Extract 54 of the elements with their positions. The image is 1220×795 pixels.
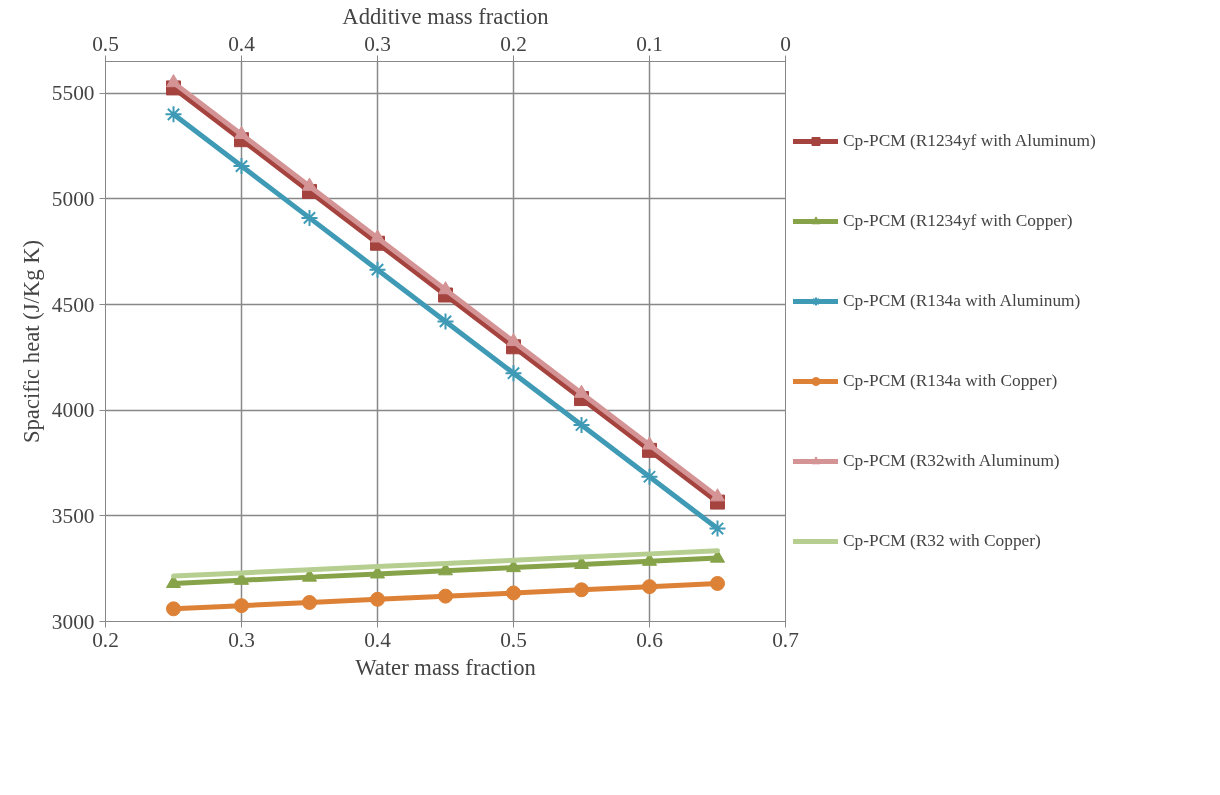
point bbox=[234, 125, 249, 139]
point bbox=[572, 415, 591, 434]
x2-tick-label: 0.4 bbox=[228, 31, 256, 56]
x-tick-label: 0.3 bbox=[228, 627, 255, 652]
point bbox=[504, 364, 523, 383]
x2-tick-label: 0.1 bbox=[636, 31, 663, 56]
y-tick-label: 4000 bbox=[51, 398, 95, 423]
point bbox=[710, 575, 725, 591]
x-tick-label: 0.5 bbox=[500, 627, 527, 652]
point bbox=[436, 312, 455, 331]
point bbox=[370, 591, 385, 607]
x2-tick-label: 0.5 bbox=[92, 31, 119, 56]
x-tick-label: 0.4 bbox=[364, 627, 392, 652]
point bbox=[438, 281, 453, 295]
point bbox=[166, 74, 181, 88]
x-tick-label: 0.7 bbox=[772, 627, 800, 652]
point bbox=[710, 488, 725, 502]
point bbox=[574, 384, 589, 398]
point bbox=[234, 598, 249, 614]
legend-label: Cp-PCM (R32 with Copper) bbox=[843, 531, 1041, 551]
point bbox=[438, 588, 453, 604]
point bbox=[300, 208, 319, 227]
y-tick-label: 3500 bbox=[51, 503, 95, 528]
point bbox=[370, 229, 385, 243]
y-tick-label: 3000 bbox=[51, 609, 95, 634]
legend-label: Cp-PCM (R134a with Copper) bbox=[843, 371, 1058, 391]
point bbox=[642, 579, 657, 595]
x2-tick-label: 0 bbox=[780, 31, 791, 56]
point bbox=[574, 582, 589, 598]
x-tick-label: 0.2 bbox=[92, 627, 119, 652]
legend-label: Cp-PCM (R32with Aluminum) bbox=[843, 451, 1060, 471]
point bbox=[506, 585, 521, 601]
x-axis-title: Water mass fraction bbox=[355, 654, 536, 680]
point bbox=[302, 177, 317, 191]
point bbox=[506, 332, 521, 347]
x2-tick-label: 0.2 bbox=[500, 31, 527, 56]
y-axis-title: Spacific heat (J/Kg K) bbox=[18, 239, 44, 444]
legend-label: Cp-PCM (R1234yf with Aluminum) bbox=[843, 131, 1096, 151]
x-tick-label: 0.6 bbox=[636, 627, 664, 652]
point bbox=[164, 105, 183, 124]
y-tick-label: 4500 bbox=[51, 292, 95, 317]
x2-tick-label: 0.3 bbox=[364, 31, 391, 56]
point bbox=[708, 519, 727, 538]
legend-label: Cp-PCM (R1234yf with Copper) bbox=[843, 211, 1073, 231]
point bbox=[302, 594, 317, 610]
x2-axis-title: Additive mass fraction bbox=[342, 3, 549, 29]
point bbox=[166, 601, 181, 617]
point bbox=[368, 260, 387, 279]
legend-label: Cp-PCM (R134a with Aluminum) bbox=[843, 291, 1081, 311]
point bbox=[640, 467, 659, 486]
y-tick-label: 5500 bbox=[51, 81, 95, 106]
point bbox=[642, 436, 657, 450]
point bbox=[232, 157, 251, 176]
y-tick-label: 5000 bbox=[51, 186, 95, 211]
